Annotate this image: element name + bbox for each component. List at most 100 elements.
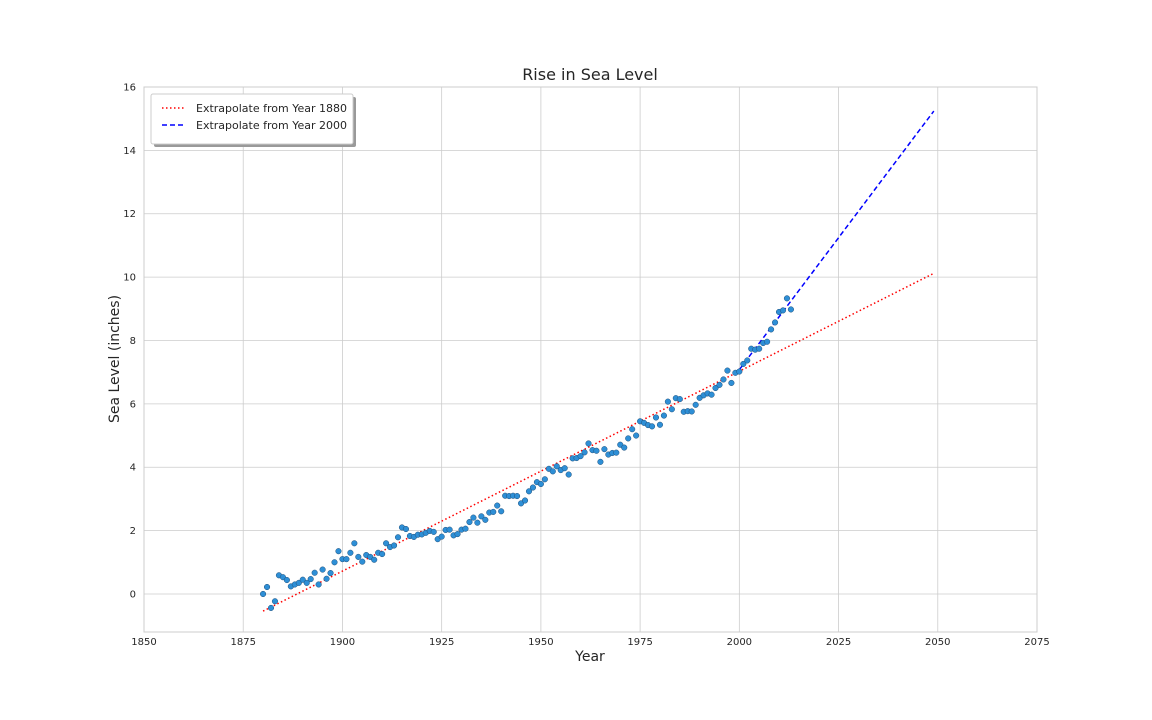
scatter-point (783, 295, 791, 302)
y-tick-label: 4 (130, 463, 136, 474)
y-tick-label: 12 (123, 209, 136, 220)
scatter-point (720, 376, 727, 383)
scatter-point (359, 558, 366, 565)
y-tick-label: 6 (130, 399, 136, 410)
scatter-point (351, 540, 358, 547)
x-tick-label: 2000 (727, 637, 752, 648)
scatter-point (311, 569, 318, 576)
scatter-point (371, 556, 378, 563)
scatter-point (283, 576, 290, 584)
scatter-point (402, 525, 409, 533)
scatter-point (656, 421, 664, 428)
scatter-point (327, 570, 334, 577)
plot-background (144, 87, 1037, 632)
scatter-point (736, 368, 743, 375)
legend: Extrapolate from Year 1880 Extrapolate f… (150, 93, 356, 147)
x-tick-label: 1925 (429, 637, 454, 648)
scatter-point (494, 502, 501, 509)
scatter-point (347, 549, 354, 556)
scatter-point (319, 566, 326, 573)
scatter-point (660, 412, 667, 419)
scatter-point (744, 357, 751, 364)
plot-frame (143, 86, 1038, 633)
grid (143, 86, 1038, 632)
scatter-point (581, 449, 588, 456)
scatter-point (315, 581, 322, 588)
scatter-point (394, 534, 402, 541)
scatter-point (331, 559, 338, 566)
scatter-point (462, 525, 469, 532)
scatter-point (355, 553, 362, 560)
scatter-point (482, 516, 489, 523)
scatter-point (295, 579, 302, 586)
scatter-point (307, 576, 314, 583)
legend-label-2000: Extrapolate from Year 2000 (196, 119, 347, 132)
scatter-point (648, 423, 656, 430)
trend-line (738, 110, 935, 371)
chart-title: Rise in Sea Level (522, 65, 658, 84)
scatter-point (625, 435, 632, 442)
scatter-point (768, 326, 775, 333)
scatter-point (446, 526, 453, 533)
y-tick-label: 14 (123, 146, 136, 157)
scatter-point (490, 508, 497, 515)
scatter-point (390, 542, 398, 549)
scatter-point (597, 458, 604, 465)
x-tick-label: 1975 (627, 637, 652, 648)
scatter-point (466, 518, 473, 526)
scatter-point (541, 476, 548, 483)
scatter-point (299, 576, 306, 583)
scatter-points (260, 295, 794, 611)
scatter-point (692, 401, 699, 408)
scatter-point (498, 508, 505, 515)
scatter-point (521, 497, 529, 504)
scatter-point (454, 531, 461, 538)
scatter-point (676, 396, 683, 403)
scatter-point (383, 540, 390, 547)
x-tick-label: 2050 (925, 637, 950, 648)
scatter-point (652, 414, 660, 421)
x-tick-label: 1900 (330, 637, 355, 648)
scatter-point (529, 484, 537, 491)
scatter-point (553, 463, 560, 470)
scatter-point (335, 548, 342, 555)
scatter-point (478, 513, 485, 520)
scatter-point (438, 533, 445, 540)
scatter-point (343, 556, 350, 563)
x-axis-label: Year (574, 649, 605, 665)
scatter-point (525, 488, 533, 495)
scatter-point (613, 449, 620, 456)
series-lines (262, 110, 935, 612)
scatter-point (633, 432, 640, 439)
x-tick-label: 1875 (230, 637, 255, 648)
trend-line (262, 272, 935, 612)
scatter-point (271, 598, 279, 605)
scatter-point (267, 604, 275, 611)
scatter-point (772, 319, 779, 326)
scatter-point (708, 391, 715, 398)
scatter-point (728, 379, 735, 386)
x-tick-label: 1850 (131, 637, 156, 648)
x-axis-ticks: 1850 1875 1900 1925 1950 1975 2000 2025 2050 2075 (131, 637, 1049, 648)
legend-label-1880: Extrapolate from Year 1880 (196, 102, 347, 115)
x-tick-label: 2075 (1024, 637, 1049, 648)
scatter-point (323, 575, 330, 582)
scatter-point (470, 514, 477, 521)
scatter-point (561, 465, 568, 472)
scatter-point (565, 471, 572, 478)
scatter-point (724, 367, 731, 374)
y-axis-label: Sea Level (inches) (107, 295, 123, 423)
scatter-point (688, 408, 695, 415)
y-tick-label: 2 (130, 526, 136, 537)
scatter-point (787, 306, 794, 313)
scatter-point (263, 583, 271, 591)
scatter-point (764, 338, 771, 345)
y-tick-label: 16 (123, 83, 136, 94)
scatter-point (260, 590, 267, 598)
y-tick-label: 8 (130, 336, 136, 347)
scatter-point (756, 345, 763, 352)
scatter-point (716, 381, 723, 388)
x-tick-label: 2025 (826, 637, 851, 648)
y-tick-label: 10 (123, 273, 136, 284)
